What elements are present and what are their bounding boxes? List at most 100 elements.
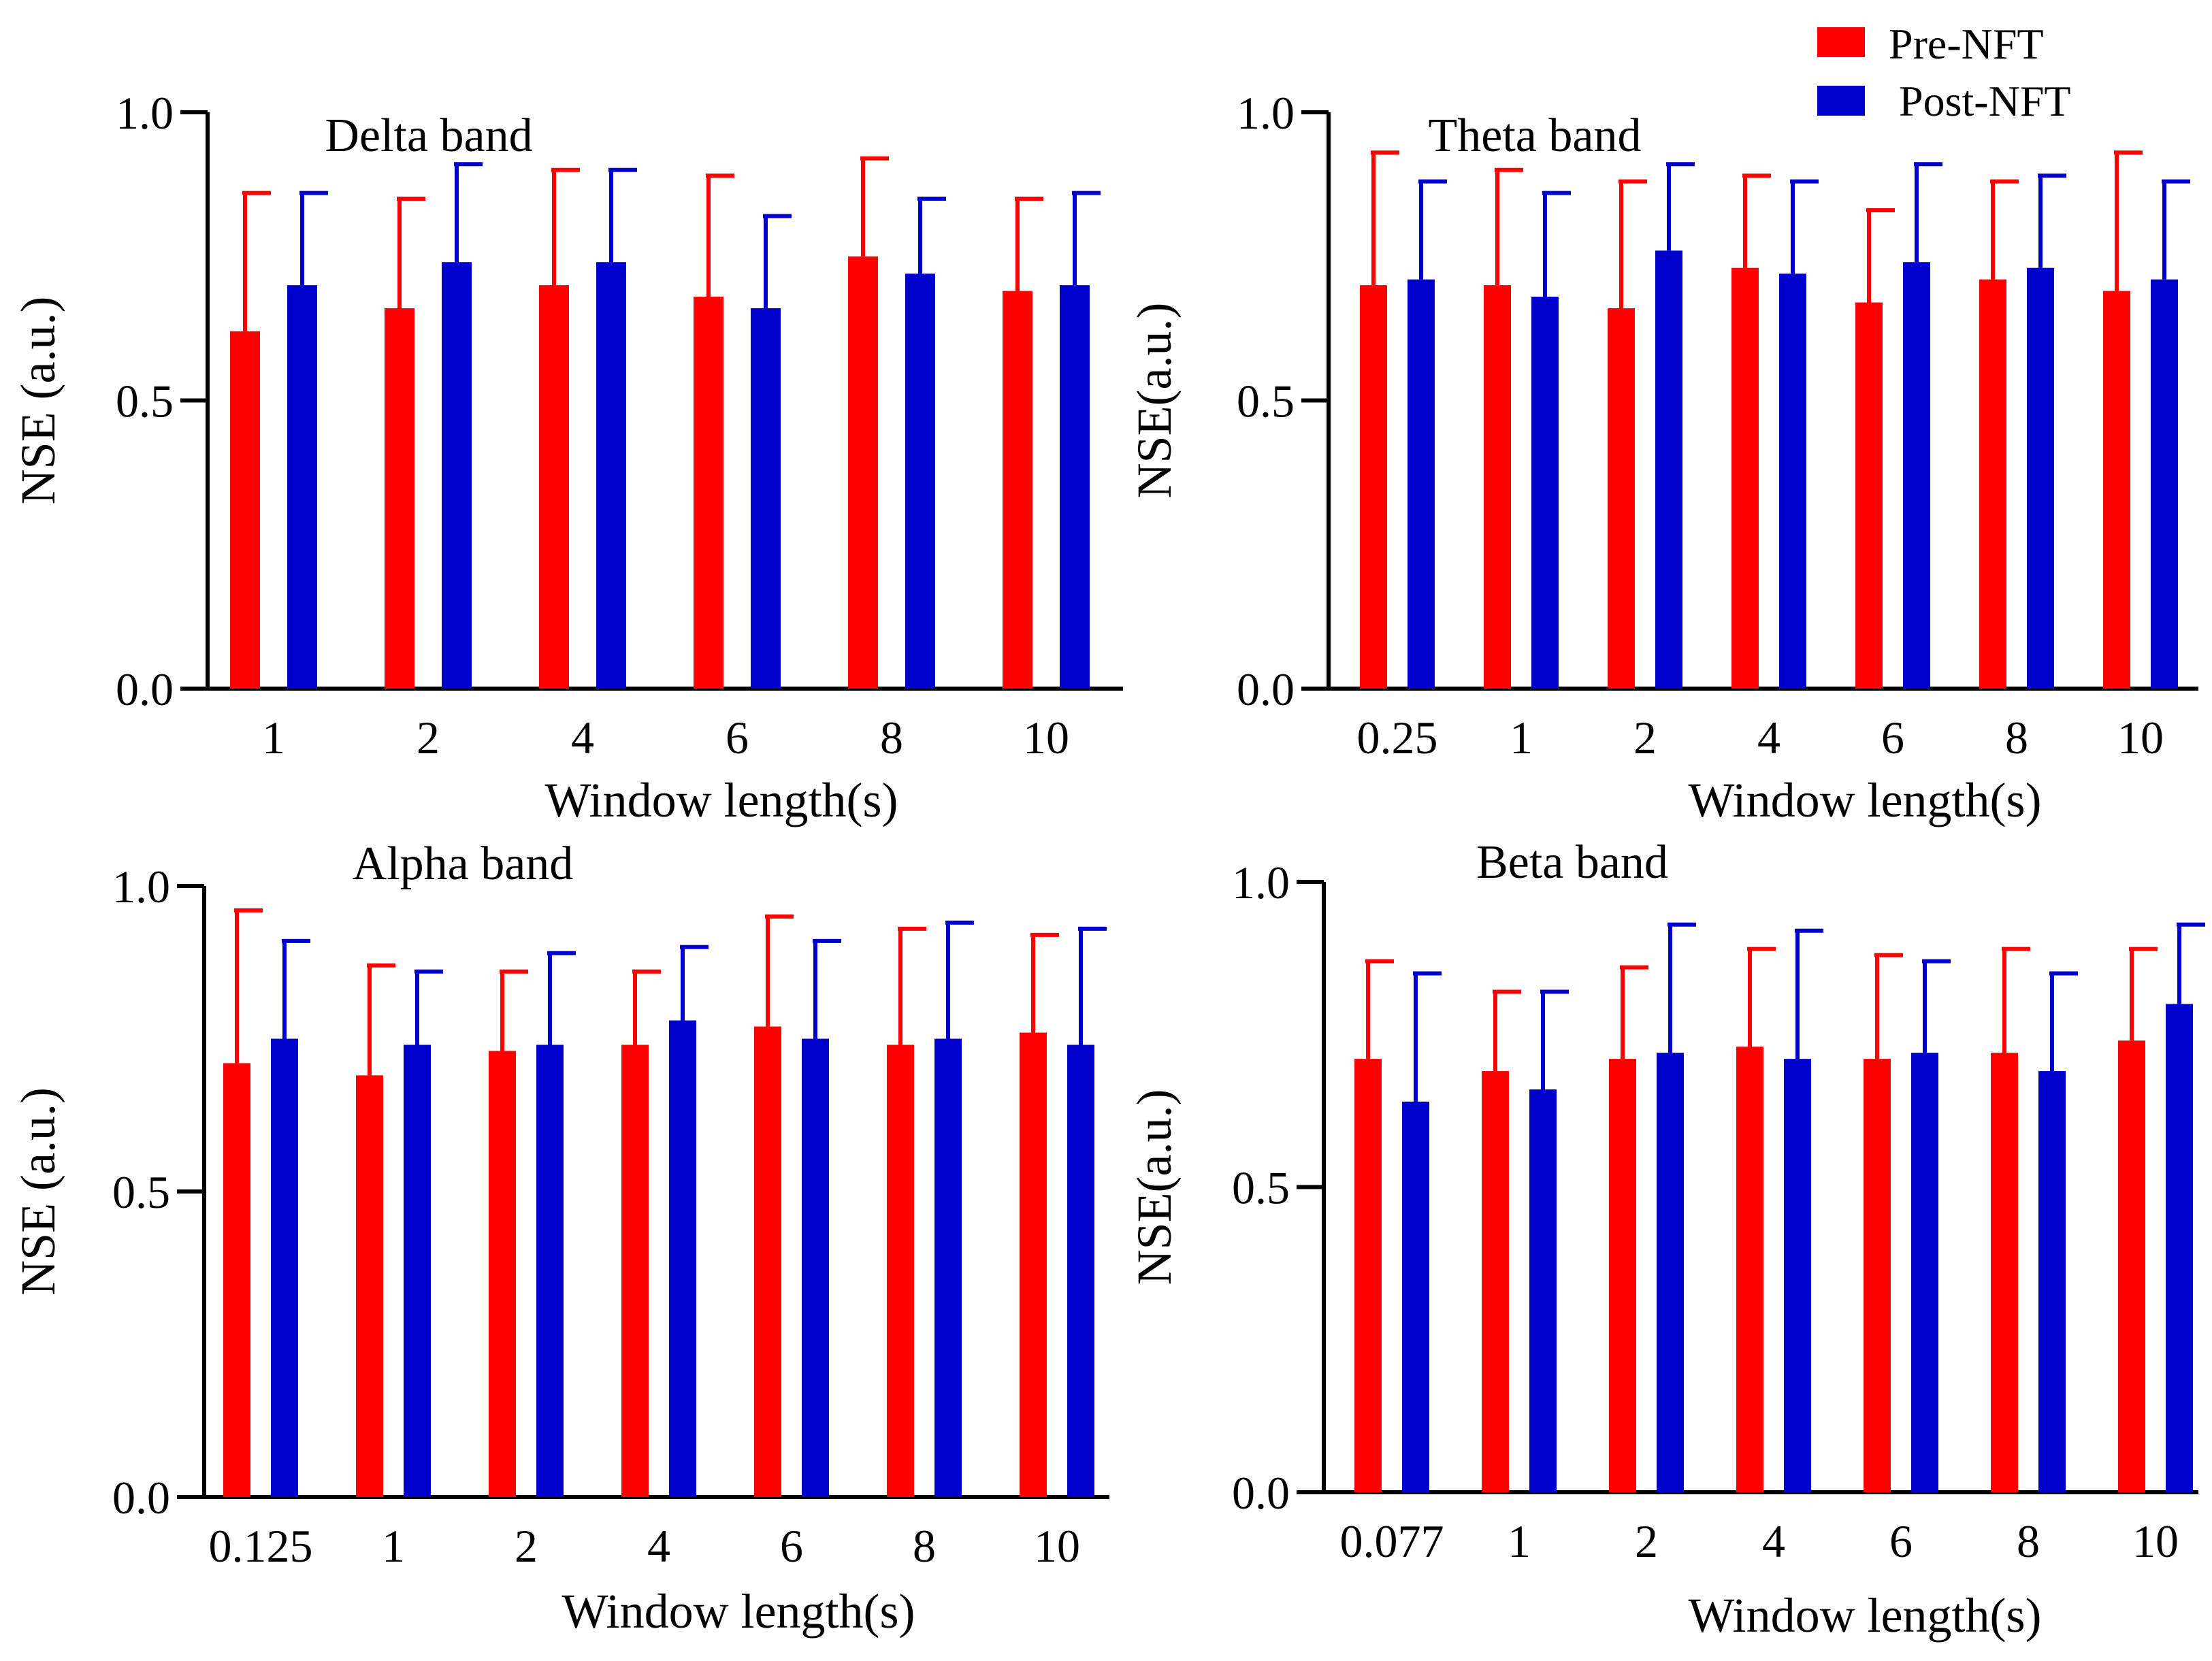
y-tick-label: 0.0 [116,663,174,715]
bar [1360,285,1387,689]
x-tick-label: 4 [647,1520,670,1572]
bar [934,1038,962,1497]
chart-panel: 0.0 0.5 1.0 1 2 4 6 8 10 Delta band Window length(… [11,87,1123,827]
bar [1609,1059,1636,1492]
y-tick-label: 1.0 [1237,87,1295,139]
bar [230,331,260,689]
x-axis-title: Window length(s) [544,773,898,827]
x-axis-title: Window length(s) [1688,1588,2041,1643]
x-tick-label: 4 [1762,1515,1785,1567]
y-tick-label: 0.5 [116,376,174,427]
legend-label-pre-nft: Pre-NFT [1889,20,2044,68]
x-tick-label: 2 [1633,712,1657,763]
x-tick-label: 8 [913,1520,936,1572]
bar [694,297,723,689]
x-tick-label: 10 [1023,712,1069,763]
bar [596,262,626,689]
bar [1608,308,1635,689]
bar [1060,285,1090,689]
chart-panel: 0.0 0.5 1.0 0.125 1 2 4 6 8 10 Alpha band Window le… [11,838,1109,1639]
y-tick-label: 0.0 [112,1472,170,1524]
bar [404,1045,431,1497]
bar [621,1045,649,1497]
bar [1402,1101,1429,1492]
bar [271,1038,298,1497]
bar [1067,1045,1094,1497]
bar [223,1063,250,1497]
y-tick-label: 0.0 [1232,1467,1290,1519]
bar [802,1038,829,1497]
bar [1529,1089,1557,1492]
panel-title: Theta band [1429,110,1642,162]
bar [2118,1040,2145,1492]
y-tick-label: 1.0 [112,861,170,912]
bar [669,1020,696,1497]
bar [2166,1004,2193,1492]
x-tick-label: 1 [382,1520,405,1572]
bar [1020,1032,1047,1497]
x-tick-label: 4 [1757,712,1780,763]
bar [385,308,414,689]
bar [442,262,472,689]
x-tick-label: 2 [417,712,440,763]
bar [848,256,878,689]
x-tick-label: 2 [1635,1515,1658,1567]
x-axis-title: Window length(s) [562,1584,915,1639]
y-tick-label: 0.0 [1237,663,1295,715]
panel-title: Alpha band [353,838,574,890]
bar [754,1026,781,1497]
x-tick-label: 0.25 [1357,712,1438,763]
bar [1855,302,1883,689]
bar [1784,1059,1811,1492]
bar [1531,297,1559,689]
bar [1911,1053,1938,1492]
x-tick-label: 0.125 [209,1520,313,1572]
bar [1991,1053,2018,1492]
x-tick-label: 10 [1034,1520,1080,1572]
y-tick-label: 1.0 [116,87,174,139]
bar [536,1045,564,1497]
bar [1903,262,1930,689]
bar [2151,279,2178,689]
bar [1354,1059,1382,1492]
y-axis-title: NSE (a.u.) [11,297,65,505]
legend: Pre-NFT Post-NFT [1817,20,2071,125]
x-tick-label: 6 [1881,712,1904,763]
x-tick-label: 8 [880,712,903,763]
y-tick-label: 0.5 [1232,1162,1290,1214]
x-tick-label: 6 [1889,1515,1913,1567]
chart-panel: 0.0 0.5 1.0 0.077 1 2 4 6 8 10 Beta band Window len… [1127,836,2205,1643]
x-tick-label: 1 [1510,712,1533,763]
y-tick-label: 0.5 [1237,376,1295,427]
bar [1408,279,1435,689]
x-tick-label: 1 [1508,1515,1531,1567]
bar [1736,1047,1763,1492]
x-tick-label: 4 [571,712,594,763]
x-tick-label: 6 [726,712,749,763]
legend-label-post-nft: Post-NFT [1899,77,2071,125]
x-tick-label: 8 [2005,712,2028,763]
legend-swatch-pre-nft [1817,27,1865,57]
x-tick-label: 2 [515,1520,538,1572]
y-axis-title: NSE(a.u.) [1127,1089,1182,1285]
bar [1482,1071,1509,1492]
bar [887,1045,914,1497]
x-tick-label: 6 [780,1520,803,1572]
x-tick-label: 8 [2017,1515,2040,1567]
chart-panel: 0.0 0.5 1.0 0.25 1 2 4 6 8 10 Theta band Window len… [1127,87,2198,827]
panel-title: Delta band [325,110,532,162]
bar [2103,291,2130,689]
bar [539,285,569,689]
bar [1484,285,1511,689]
x-tick-label: 10 [2132,1515,2179,1567]
x-tick-label: 10 [2117,712,2164,763]
x-tick-label: 1 [262,712,285,763]
bar [1979,279,2006,689]
x-axis-title: Window length(s) [1688,773,2041,827]
y-tick-label: 1.0 [1232,857,1290,908]
panel-title: Beta band [1476,836,1668,889]
bar [1864,1059,1891,1492]
bar [1655,250,1682,689]
bar [1779,274,1806,689]
y-tick-label: 0.5 [112,1166,170,1218]
